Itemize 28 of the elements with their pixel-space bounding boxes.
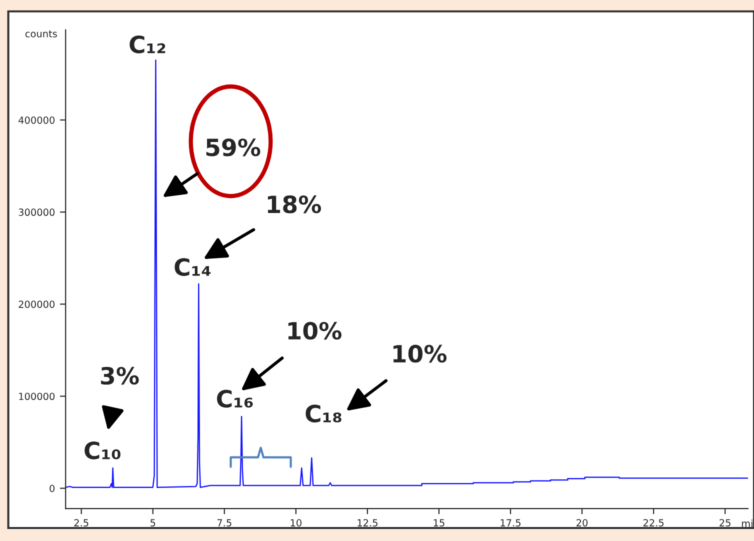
- x-tick-label: 17.5: [500, 519, 520, 526]
- y-axis-title: counts: [25, 30, 57, 38]
- annotation: C₁₂: [130, 36, 166, 54]
- x-tick-label: 7.5: [217, 519, 232, 526]
- x-tick-label: 25: [720, 519, 730, 526]
- x-tick-label: 10: [290, 519, 302, 526]
- annotation: 18%: [268, 195, 322, 214]
- annotation: C₁₈: [306, 404, 342, 423]
- y-tick-label: 100000: [19, 392, 55, 400]
- annotation: C₁₄: [174, 258, 211, 276]
- x-tick-label: 2.5: [74, 519, 88, 526]
- annotation: C₁₀: [84, 442, 121, 460]
- y-tick-label: 300000: [18, 208, 55, 216]
- annotation: 10%: [393, 344, 447, 363]
- x-tick-label: 20: [576, 519, 588, 526]
- annotation: C₁₆: [217, 390, 253, 408]
- annotation: 3%: [101, 366, 139, 385]
- y-tick-label: 0: [50, 484, 55, 492]
- y-tick-label: 200000: [18, 300, 55, 308]
- x-axis-title: mi: [742, 520, 752, 527]
- x-tick-label: 15: [434, 519, 444, 526]
- annotation: 59%: [206, 138, 260, 156]
- x-tick-label: 12.5: [358, 519, 378, 526]
- y-tick-label: 400000: [18, 116, 55, 124]
- x-tick-label: 22.5: [643, 519, 664, 526]
- x-tick-label: 5: [150, 519, 156, 526]
- annotation: 10%: [288, 322, 342, 340]
- line-series: [66, 60, 748, 488]
